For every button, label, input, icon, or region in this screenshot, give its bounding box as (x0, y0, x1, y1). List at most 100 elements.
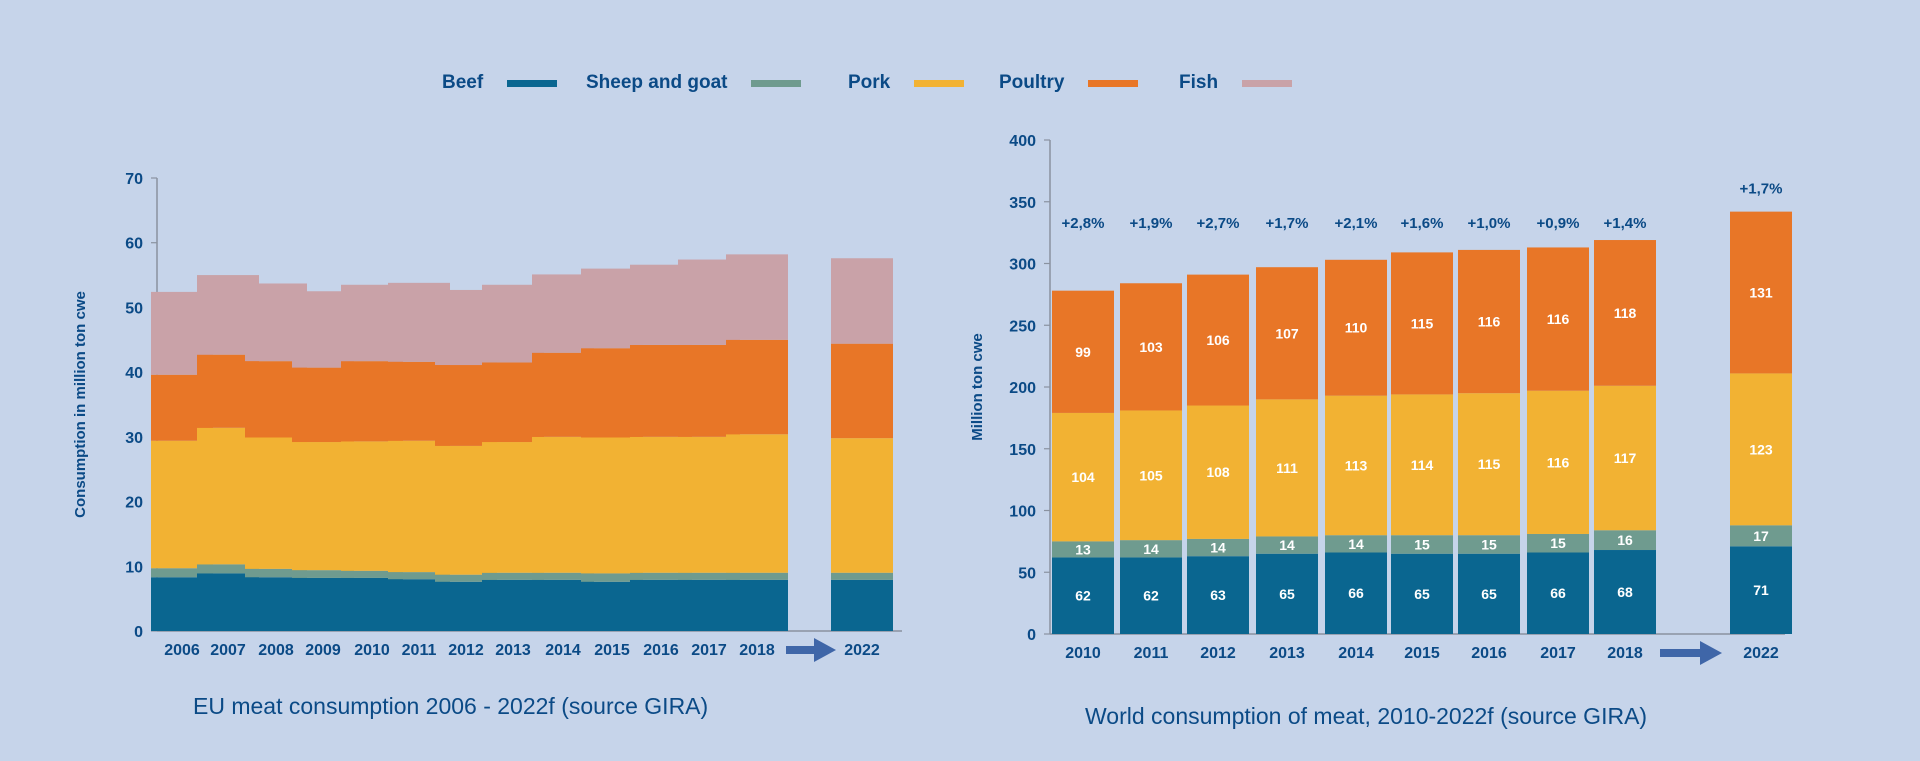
bar-pork-2013 (1256, 399, 1318, 537)
x-tick-label-2008: 2008 (258, 642, 294, 659)
bar-value-label: 115 (1478, 456, 1501, 472)
y-tick-label: 200 (1009, 380, 1036, 397)
bar-value-label: 116 (1478, 314, 1501, 330)
bar-value-label: 66 (1348, 585, 1364, 601)
bar-sheep-and-goat-2010 (341, 570, 403, 578)
bar-poultry-2014 (1325, 259, 1387, 396)
legend-label: Fish (1179, 72, 1219, 93)
bar-value-label: 14 (1348, 536, 1364, 552)
bar-value-label: 116 (1547, 454, 1570, 470)
bar-value-label: 15 (1550, 535, 1566, 551)
y-tick-label: 300 (1009, 257, 1036, 274)
bar-value-label: 113 (1345, 457, 1368, 473)
bar-value-label: 66 (1550, 585, 1566, 601)
bar-value-label: 110 (1345, 320, 1368, 336)
bar-value-label: 13 (1075, 541, 1091, 557)
bar-beef-2013 (1256, 553, 1318, 634)
bar-sheep-and-goat-2011 (1120, 540, 1182, 558)
y-tick-label: 40 (125, 365, 143, 382)
y-axis-title: Consumption in million ton cwe (72, 291, 89, 518)
bar-sheep-and-goat-2010 (1052, 541, 1114, 558)
bar-value-label: 14 (1143, 541, 1159, 557)
bar-beef-2012 (1187, 556, 1249, 634)
bar-poultry-2022 (831, 343, 893, 439)
growth-annotation-2015: +1,6% (1401, 215, 1444, 232)
bar-sheep-and-goat-2012 (1187, 538, 1249, 557)
bar-sheep-and-goat-2006 (151, 568, 213, 578)
bar-poultry-2013 (1256, 267, 1318, 400)
bar-beef-2014 (1325, 552, 1387, 634)
x-tick-label-2012: 2012 (1200, 645, 1236, 662)
x-tick-label-2015: 2015 (594, 642, 630, 659)
bar-sheep-and-goat-2022 (1730, 525, 1792, 547)
bar-pork-2018 (726, 434, 788, 573)
x-tick-label-2014: 2014 (545, 642, 581, 659)
y-tick-label: 60 (125, 236, 143, 253)
growth-annotation-2017: +0,9% (1537, 215, 1580, 232)
x-tick-label-2017: 2017 (1540, 645, 1576, 662)
bar-pork-2010 (1052, 412, 1114, 542)
y-tick-label: 400 (1009, 133, 1036, 150)
bar-value-label: 99 (1075, 344, 1091, 360)
legend-swatch (751, 79, 802, 87)
eu-meat-chart: 0 10 20 30 40 50 60 70 Consumption in million to… (72, 171, 902, 662)
bar-value-label: 123 (1749, 441, 1773, 457)
bar-poultry-2012 (1187, 274, 1249, 406)
bar-value-label: 62 (1143, 588, 1159, 604)
bar-sheep-and-goat-2008 (245, 568, 307, 578)
x-tick-label-2007: 2007 (210, 642, 246, 659)
bar-sheep-and-goat-2017 (1527, 533, 1589, 553)
world-chart-title: World consumption of meat, 2010-2022f (s… (1085, 703, 1648, 729)
y-tick-label: 50 (1018, 565, 1036, 582)
bar-value-label: 103 (1139, 339, 1163, 355)
bar-sheep-and-goat-2016 (630, 572, 692, 580)
bar-pork-2015 (1391, 394, 1453, 536)
bar-beef-2011 (1120, 557, 1182, 634)
x-tick-label-2011: 2011 (1134, 645, 1169, 662)
bar-sheep-and-goat-2022 (831, 572, 893, 580)
growth-annotation-2013: +1,7% (1266, 215, 1309, 232)
world-meat-chart: 0 50 100 150 200 250 300 350 400 Million ton cwe 6… (969, 133, 1792, 665)
bar-sheep-and-goat-2018 (726, 572, 788, 580)
bar-pork-2018 (1594, 385, 1656, 531)
bar-poultry-2022 (1730, 211, 1792, 374)
legend-item-pork: Pork (848, 72, 965, 94)
bar-beef-2022 (1730, 546, 1792, 634)
bar-poultry-2016 (1458, 249, 1520, 394)
bar-pork-2017 (1527, 390, 1589, 534)
x-tick-label-2014: 2014 (1338, 645, 1374, 662)
bar-value-label: 62 (1075, 588, 1091, 604)
eu-chart-title: EU meat consumption 2006 - 2022f (source… (193, 693, 709, 719)
bar-sheep-and-goat-2015 (581, 573, 643, 582)
bar-value-label: 14 (1210, 540, 1226, 556)
y-tick-label: 10 (125, 559, 143, 576)
bar-value-label: 107 (1275, 325, 1299, 341)
forecast-arrow-icon (786, 638, 836, 662)
legend-swatch (1088, 79, 1139, 87)
bar-value-label: 105 (1139, 467, 1163, 483)
bar-pork-2022 (831, 438, 893, 573)
bar-poultry-2011 (1120, 283, 1182, 411)
legend-label: Sheep and goat (586, 72, 728, 93)
bar-value-label: 117 (1614, 450, 1637, 466)
bar-pork-2011 (1120, 410, 1182, 541)
bar-pork-2012 (1187, 405, 1249, 539)
legend-item-sheep-and-goat: Sheep and goat (586, 72, 802, 94)
y-tick-label: 0 (134, 624, 143, 641)
x-tick-label-2006: 2006 (164, 642, 200, 659)
y-tick-label: 150 (1009, 442, 1036, 459)
bar-value-label: 131 (1749, 285, 1773, 301)
legend-swatch (1242, 79, 1293, 87)
bar-poultry-2018 (1594, 240, 1656, 386)
bar-poultry-2018 (726, 339, 788, 435)
bar-beef-2018 (1594, 550, 1656, 634)
bar-value-label: 68 (1617, 584, 1633, 600)
bar-sheep-and-goat-2012 (435, 574, 497, 582)
y-tick-label: 100 (1009, 504, 1036, 521)
bar-value-label: 108 (1206, 464, 1230, 480)
legend: Beef Sheep and goat Pork Poultry Fish (0, 62, 1920, 102)
bar-value-label: 65 (1279, 586, 1295, 602)
x-tick-label-2011: 2011 (402, 642, 437, 659)
legend-item-poultry: Poultry (999, 72, 1139, 94)
legend-swatch (914, 79, 965, 87)
